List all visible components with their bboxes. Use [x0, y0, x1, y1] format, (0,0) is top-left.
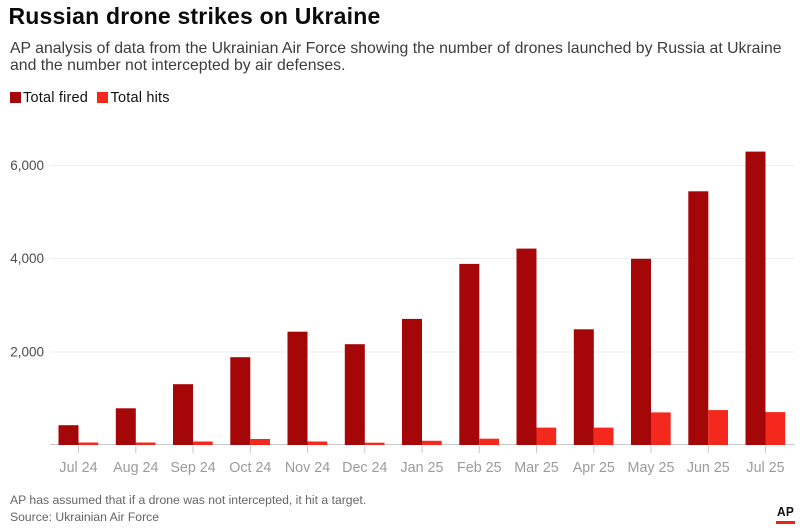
svg-text:Nov 24: Nov 24 [285, 460, 330, 476]
svg-text:6,000: 6,000 [10, 158, 44, 173]
svg-text:Aug 24: Aug 24 [113, 460, 158, 476]
svg-text:Oct 24: Oct 24 [229, 460, 271, 476]
svg-text:Feb 25: Feb 25 [457, 460, 502, 476]
svg-text:4,000: 4,000 [10, 251, 44, 266]
svg-text:Mar 25: Mar 25 [514, 460, 559, 476]
svg-text:Jun 25: Jun 25 [687, 460, 730, 476]
svg-text:2,000: 2,000 [10, 345, 44, 360]
svg-text:Jan 25: Jan 25 [401, 460, 444, 476]
svg-text:Jul 24: Jul 24 [59, 460, 97, 476]
svg-text:May 25: May 25 [628, 460, 675, 476]
svg-text:Apr 25: Apr 25 [573, 460, 615, 476]
svg-text:Sep 24: Sep 24 [170, 460, 215, 476]
svg-text:Jul 25: Jul 25 [746, 460, 784, 476]
svg-text:Dec 24: Dec 24 [342, 460, 387, 476]
